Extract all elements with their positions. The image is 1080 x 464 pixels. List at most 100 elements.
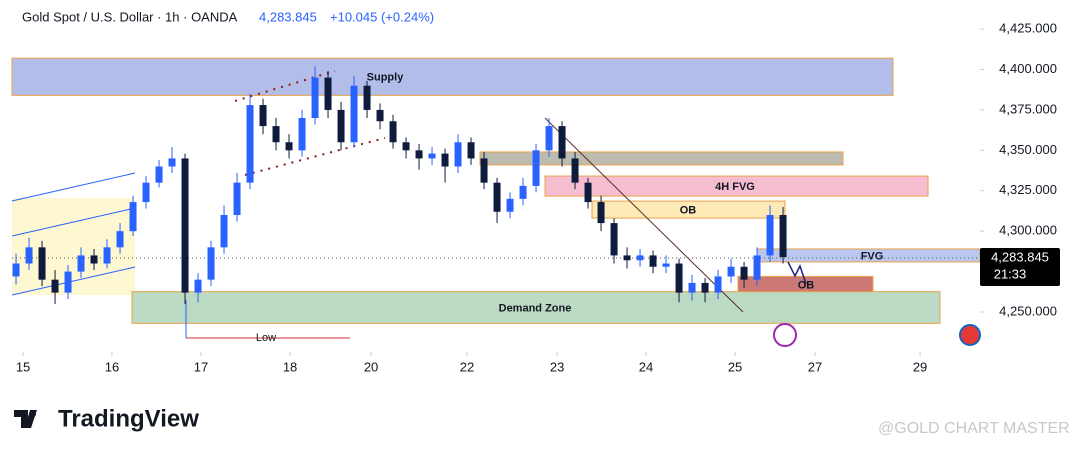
x-tick-label: 23 (550, 359, 564, 374)
y-tick-label: 4,350.000 (999, 142, 1057, 157)
candle-body (38, 247, 46, 280)
candle-body (389, 121, 397, 143)
candle-body (532, 150, 540, 186)
candle-body (168, 158, 176, 167)
zone (544, 175, 929, 197)
candle-body (25, 247, 33, 264)
candle-body (90, 255, 98, 264)
candle-body (727, 266, 735, 277)
x-tick-label: 17 (194, 359, 208, 374)
candle-body (285, 142, 293, 151)
price: 4,283.845 (259, 9, 317, 24)
trend-line (544, 117, 744, 313)
x-tick-label: 16 (105, 359, 119, 374)
zone-label: OB (680, 205, 697, 217)
channel-line (11, 172, 136, 202)
change: +10.045 (+0.24%) (330, 9, 434, 24)
x-tick-label: 18 (283, 359, 297, 374)
candle-body (350, 85, 358, 143)
candle-body (337, 109, 345, 143)
candle-body (688, 282, 696, 293)
candle-body (714, 276, 722, 293)
zone (131, 291, 941, 324)
zone-label: 4H FVG (715, 181, 755, 193)
candle-body (571, 158, 579, 183)
candle-body (103, 247, 111, 264)
candle-body (298, 118, 306, 151)
candle-body (220, 215, 228, 248)
candle-body (506, 198, 514, 212)
candle-body (272, 126, 280, 143)
candle-body (181, 158, 189, 293)
candle-body (324, 77, 332, 110)
candle-body (77, 255, 85, 272)
candle-body (376, 109, 384, 122)
price-tag (980, 248, 1060, 286)
candle-body (662, 263, 670, 267)
zone (11, 57, 894, 96)
x-tick-label: 29 (913, 359, 927, 374)
zone-label: FVG (861, 250, 884, 262)
zone-label: OB (798, 279, 815, 291)
trend-line (244, 137, 386, 176)
y-tick-label: 4,425.000 (999, 21, 1057, 36)
tradingview-logo (14, 410, 37, 428)
candle-body (610, 223, 618, 256)
candle-body (636, 255, 644, 261)
candle-body (766, 215, 774, 256)
x-tick-label: 27 (808, 359, 822, 374)
zone-label: Supply (367, 72, 405, 84)
x-tick-label: 22 (460, 359, 474, 374)
candle-body (740, 266, 748, 280)
event-icon[interactable] (773, 323, 797, 347)
channel-zone (12, 198, 135, 295)
candle-body (545, 126, 553, 151)
candle-body (194, 279, 202, 293)
watermark: @GOLD CHART MASTER (878, 420, 1070, 437)
candle-body (584, 182, 592, 203)
zone (479, 151, 844, 166)
countdown: 21:33 (994, 266, 1027, 281)
price-tag-label: 4,283.845 (991, 249, 1049, 264)
candle-body (558, 126, 566, 159)
candle-body (246, 105, 254, 183)
y-tick-label: 4,300.000 (999, 223, 1057, 238)
channel-line (11, 266, 136, 296)
symbol: Gold Spot / U.S. Dollar · 1h · OANDA (22, 9, 238, 24)
candle-body (623, 255, 631, 261)
candle-body (64, 271, 72, 293)
candle-body (415, 150, 423, 159)
annotation: Low (256, 332, 276, 344)
candle-body (51, 279, 59, 293)
x-tick-label: 24 (639, 359, 653, 374)
candle-body (675, 263, 683, 293)
candle-body (480, 158, 488, 183)
candle-body (779, 215, 787, 258)
candle-body (701, 282, 709, 293)
candle-body (454, 142, 462, 167)
y-tick-label: 4,325.000 (999, 182, 1057, 197)
candle-body (402, 142, 410, 151)
candle-body (155, 166, 163, 183)
projection (787, 261, 807, 285)
candle-body (363, 85, 371, 110)
candle-body (753, 255, 761, 280)
candle-body (129, 202, 137, 232)
x-tick-label: 25 (728, 359, 742, 374)
candle-body (649, 255, 657, 267)
zone (591, 200, 786, 219)
candle-body (519, 185, 527, 199)
channel-line (11, 207, 136, 237)
candle-body (259, 105, 267, 127)
candle-body (311, 77, 319, 119)
candle-body (116, 231, 124, 248)
trend-line (234, 70, 336, 102)
y-tick-label: 4,250.000 (999, 303, 1057, 318)
candle-body (12, 263, 20, 277)
candle-body (233, 182, 241, 216)
candle-body (428, 153, 436, 159)
candle-body (142, 182, 150, 203)
event-icon[interactable] (959, 324, 981, 346)
